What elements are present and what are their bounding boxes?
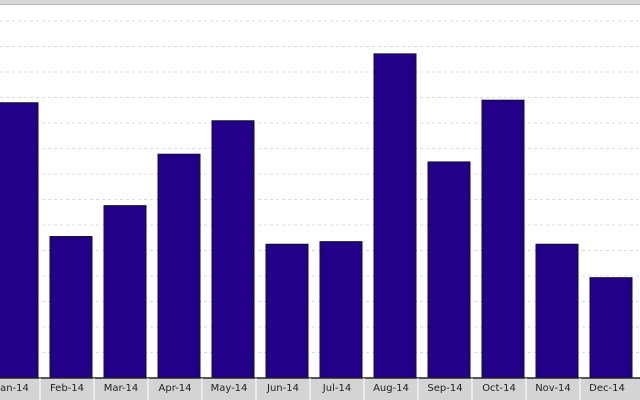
bar-apr-14: [157, 153, 201, 379]
bar-may-14: [211, 120, 255, 379]
x-tick-label: Jun-14: [266, 383, 299, 394]
x-axis: Jan-14 Feb-14 Mar-14 Apr-14 May-14 Jun-14 Jul-…: [0, 377, 640, 400]
bar-nov-14: [535, 243, 579, 379]
x-tick-label: Jul-14: [322, 383, 351, 394]
x-tick-label: Dec-14: [589, 383, 625, 394]
bars: [0, 53, 633, 379]
top-border: [0, 0, 640, 5]
x-tick-label: Feb-14: [50, 383, 84, 394]
bar-jan-14: [0, 102, 39, 379]
x-tick-label: Mar-14: [104, 383, 139, 394]
x-tick-label: Apr-14: [159, 383, 192, 394]
x-axis-band: [0, 378, 640, 400]
x-tick-label: Aug-14: [373, 383, 409, 394]
x-tick-label: May-14: [211, 383, 248, 394]
x-tick-label: Sep-14: [427, 383, 462, 394]
x-tick-label: Jan-14: [0, 383, 29, 394]
bar-jun-14: [265, 243, 309, 379]
x-tick-label: Nov-14: [535, 383, 571, 394]
bar-aug-14: [373, 53, 417, 379]
bar-mar-14: [103, 205, 147, 379]
bar-jul-14: [319, 241, 363, 379]
x-tick-label: Oct-14: [482, 383, 516, 394]
bar-sep-14: [427, 161, 471, 379]
bar-feb-14: [49, 236, 93, 379]
bar-oct-14: [481, 99, 525, 379]
bar-dec-14: [589, 277, 633, 379]
